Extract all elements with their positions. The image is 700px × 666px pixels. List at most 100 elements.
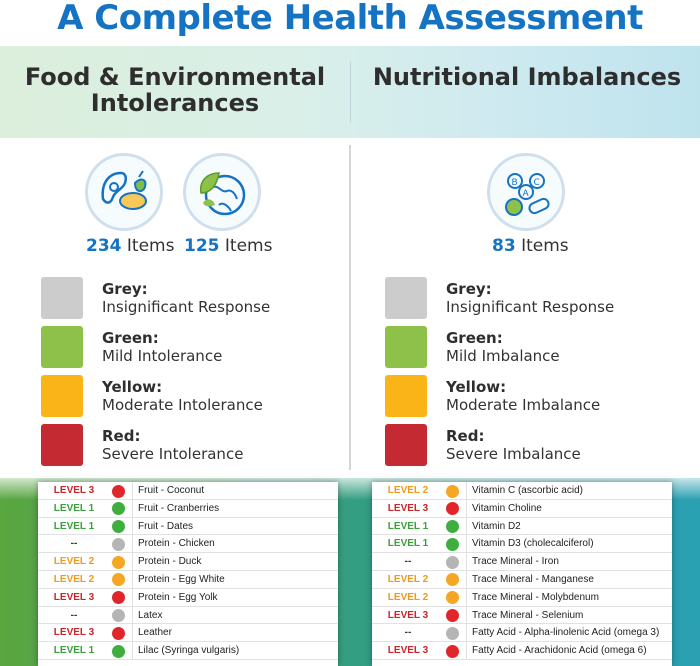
item-name: Fatty Acid - Arachidonic Acid (omega 6) (472, 645, 647, 657)
left-count-2: 125 Items (184, 236, 272, 256)
header-divider (350, 62, 351, 122)
status-dot (112, 484, 125, 498)
column-separator (132, 606, 133, 624)
level-label: -- (70, 609, 78, 621)
legend-swatch-yellow (41, 375, 83, 417)
legend-desc: Insignificant Response (102, 298, 271, 316)
column-separator (466, 642, 467, 659)
status-dot (112, 520, 125, 534)
legend-desc: Insignificant Response (446, 298, 615, 316)
item-name: Fruit - Cranberries (138, 502, 220, 514)
status-dot (112, 626, 125, 640)
legend-swatch-grey (385, 277, 427, 319)
table-row: LEVEL 3 Vitamin Choline (372, 499, 672, 518)
count-number: 83 (492, 236, 516, 256)
level-label: LEVEL 1 (53, 645, 95, 657)
column-separator (466, 517, 467, 535)
column-separator (466, 570, 467, 588)
column-separator (132, 588, 133, 606)
table-row: LEVEL 2 Trace Mineral - Molybdenum (372, 588, 672, 607)
level-label: LEVEL 1 (53, 520, 95, 532)
item-name: Trace Mineral - Manganese (472, 573, 594, 585)
status-dot (112, 502, 125, 516)
right-count-1: 83 Items (492, 236, 569, 256)
legend-desc: Mild Imbalance (446, 347, 560, 365)
column-divider (349, 145, 351, 475)
status-dot (446, 609, 459, 623)
table-row: LEVEL 1 Vitamin D2 (372, 517, 672, 536)
level-label: LEVEL 3 (53, 485, 95, 496)
status-dot (446, 537, 459, 551)
legend-name: Green: (446, 329, 503, 347)
legend-desc: Moderate Intolerance (102, 396, 263, 414)
legend-name: Green: (102, 329, 159, 347)
table-row: LEVEL 2 Trace Mineral - Manganese (372, 570, 672, 589)
column-separator (132, 642, 133, 659)
item-name: Fruit - Dates (138, 520, 194, 532)
table-row: LEVEL 2 Protein - Duck (38, 553, 338, 571)
legend-name: Yellow: (102, 378, 163, 396)
count-number: 125 (184, 236, 220, 256)
svg-text:C: C (534, 178, 540, 188)
column-separator (466, 606, 467, 624)
status-dot (112, 555, 125, 569)
legend-name: Grey: (102, 280, 148, 298)
page-title: A Complete Health Assessment (57, 0, 643, 38)
status-dot (446, 502, 459, 516)
table-row: LEVEL 1 Fruit - Cranberries (38, 499, 338, 518)
level-label: LEVEL 3 (53, 627, 95, 639)
item-name: Vitamin Choline (472, 502, 542, 514)
table-row: -- Trace Mineral - Iron (372, 553, 672, 571)
legend-swatch-red (385, 424, 427, 466)
item-name: Fruit - Coconut (138, 485, 205, 496)
left-count-1: 234 Items (86, 236, 174, 256)
level-label: LEVEL 3 (387, 609, 429, 621)
column-separator (466, 553, 467, 570)
table-row: LEVEL 2 Protein - Egg White (38, 570, 338, 589)
level-label: LEVEL 3 (53, 591, 95, 603)
level-label: LEVEL 2 (387, 485, 429, 496)
legend-swatch-red (41, 424, 83, 466)
level-label: LEVEL 1 (53, 502, 95, 514)
right-column-heading: Nutritional Imbalances (372, 63, 682, 91)
status-dot (112, 591, 125, 605)
table-row: LEVEL 3 Trace Mineral - Selenium (372, 606, 672, 625)
svg-text:A: A (523, 189, 530, 199)
status-dot (446, 555, 459, 569)
status-dot (112, 573, 125, 587)
status-dot (446, 484, 459, 498)
legend-name: Yellow: (446, 378, 507, 396)
legend-desc: Severe Intolerance (102, 445, 244, 463)
level-label: LEVEL 1 (387, 538, 429, 550)
count-unit: Items (521, 236, 569, 256)
column-separator (466, 499, 467, 517)
table-row: LEVEL 1 Lilac (Syringa vulgaris) (38, 642, 338, 660)
column-separator (466, 588, 467, 606)
column-separator (466, 482, 467, 499)
svg-text:B: B (512, 178, 518, 188)
right-report-panel: LEVEL 2 Vitamin C (ascorbic acid) LEVEL 3 V… (372, 482, 672, 666)
table-row: LEVEL 2 Vitamin C (ascorbic acid) (372, 482, 672, 500)
column-separator (132, 553, 133, 570)
item-name: Protein - Chicken (138, 538, 215, 550)
legend-swatch-grey (41, 277, 83, 319)
column-separator (466, 535, 467, 553)
table-row: -- Protein - Chicken (38, 535, 338, 554)
status-dot (446, 591, 459, 605)
count-unit: Items (224, 236, 273, 256)
item-name: Protein - Duck (138, 556, 202, 568)
level-label: -- (70, 538, 78, 550)
column-separator (132, 570, 133, 588)
level-label: LEVEL 2 (387, 591, 429, 603)
table-row: LEVEL 3 Protein - Egg Yolk (38, 588, 338, 607)
status-dot (112, 537, 125, 551)
status-dot (112, 609, 125, 623)
table-row: LEVEL 3 Fruit - Coconut (38, 482, 338, 500)
legend-swatch-green (385, 326, 427, 368)
left-report-panel: LEVEL 3 Fruit - Coconut LEVEL 1 Fruit - Cra… (38, 482, 338, 666)
item-name: Trace Mineral - Selenium (472, 609, 584, 621)
level-label: -- (404, 627, 412, 639)
table-row: LEVEL 3 Leather (38, 624, 338, 643)
legend-name: Red: (446, 427, 485, 445)
item-name: Fatty Acid - Alpha-linolenic Acid (omega… (472, 627, 660, 639)
